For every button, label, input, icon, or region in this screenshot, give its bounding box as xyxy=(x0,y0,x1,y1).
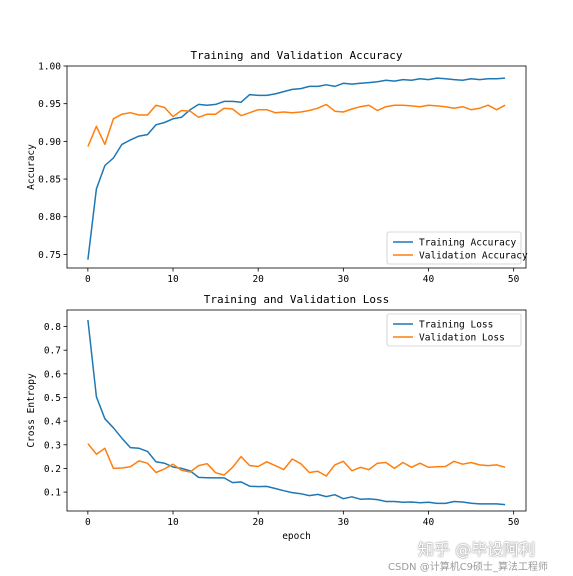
y-tick-label: 0.8 xyxy=(44,322,61,333)
x-tick-label: 40 xyxy=(423,274,435,285)
legend: Training Accuracy Validation Accuracy xyxy=(386,231,528,265)
y-tick-label: 0.95 xyxy=(38,99,61,110)
chart-2: Training and Validation Loss 0 10 20 30 40 50 0… xyxy=(26,293,527,542)
x-tick-label: 30 xyxy=(338,274,350,285)
y-tick-label: 0.2 xyxy=(44,464,61,475)
y-axis-label: Cross Entropy xyxy=(26,373,37,448)
axes-frame xyxy=(66,65,527,269)
y-tick-label: 1.00 xyxy=(38,62,61,73)
chart-title: Training and Validation Loss xyxy=(204,293,389,306)
legend: Training Loss Validation Loss xyxy=(386,313,522,347)
axes-frame xyxy=(66,309,527,512)
y-tick-label: 0.6 xyxy=(44,369,61,380)
x-tick-label: 20 xyxy=(252,517,264,528)
x-tick-label: 40 xyxy=(423,517,435,528)
legend-label-2: Validation Loss xyxy=(419,333,505,344)
y-tick-label: 0.90 xyxy=(38,137,61,148)
y-tick-label: 0.85 xyxy=(38,175,61,186)
legend-label-2: Validation Accuracy xyxy=(419,251,528,262)
series-line-2 xyxy=(87,103,506,147)
csdn-watermark: CSDN @计算机C9硕士_算法工程师 xyxy=(388,562,549,573)
y-tick-label: 0.4 xyxy=(44,417,61,428)
legend-box xyxy=(386,313,522,347)
x-tick-label: 10 xyxy=(167,517,179,528)
y-axis-label: Accuracy xyxy=(26,144,37,190)
x-tick-label: 20 xyxy=(252,274,264,285)
legend-box xyxy=(386,231,522,265)
chart-title: Training and Validation Accuracy xyxy=(191,49,403,62)
x-tick-label: 50 xyxy=(508,517,520,528)
series-line-2 xyxy=(87,443,506,477)
zhihu-watermark: 知乎 @毕设阿利 xyxy=(418,540,536,559)
x-tick-label: 10 xyxy=(167,274,179,285)
x-tick-label: 0 xyxy=(85,274,91,285)
series-line-1 xyxy=(87,77,506,260)
x-axis-label: epoch xyxy=(282,531,311,542)
y-tick-label: 0.80 xyxy=(38,212,61,223)
y-tick-label: 0.3 xyxy=(44,440,61,451)
series-line-1 xyxy=(87,319,506,506)
y-tick-label: 0.1 xyxy=(44,488,61,499)
y-tick-label: 0.7 xyxy=(44,346,61,357)
y-tick-label: 0.75 xyxy=(38,250,61,261)
x-tick-label: 30 xyxy=(338,517,350,528)
legend-label-1: Training Loss xyxy=(419,320,493,331)
y-tick-label: 0.5 xyxy=(44,393,61,404)
chart-1: Training and Validation Accuracy 0 10 20 30 4… xyxy=(26,49,528,285)
x-tick-label: 50 xyxy=(508,274,520,285)
x-tick-label: 0 xyxy=(85,517,91,528)
legend-label-1: Training Accuracy xyxy=(419,238,517,249)
